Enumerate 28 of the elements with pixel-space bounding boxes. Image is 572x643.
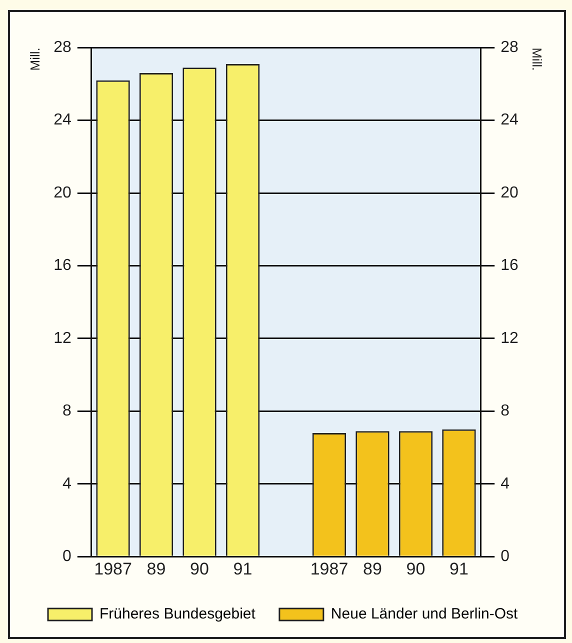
legend-label: Neue Länder und Berlin-Ost [330,606,519,623]
x-tick-label: 90 [190,559,209,578]
y2-tick-label: 20 [500,184,518,202]
y2-tick-label: 16 [500,257,518,274]
y2-tick-label: 24 [500,112,518,129]
x-tick-label: 1987 [310,559,348,578]
y2-axis-title: Mill. [530,48,545,71]
y2-tick-label: 12 [500,330,518,347]
x-tick-label: 91 [450,559,468,578]
y-axis-title: Mill. [27,48,42,71]
y2-tick-label: 28 [500,39,518,56]
x-tick-label: 89 [363,559,382,578]
y-tick-label: 20 [54,184,72,202]
y-tick-label: 28 [54,39,72,56]
y-tick-label: 16 [54,257,72,274]
x-tick-label: 89 [146,559,166,578]
x-tick-label: 91 [233,559,252,578]
y-tick-label: 12 [54,330,72,347]
y-tick-label: 8 [62,402,72,420]
y2-tick-label: 8 [500,402,510,420]
y2-tick-label: 4 [500,475,510,492]
x-tick-label: 1987 [94,559,132,578]
y-tick-label: 4 [62,475,72,492]
x-tick-label: 90 [406,559,426,578]
legend-label: Früheres Bundesgebiet [100,606,256,623]
y-tick-label: 24 [54,112,72,129]
y-tick-label: 0 [62,548,72,566]
y2-tick-label: 0 [500,548,510,566]
